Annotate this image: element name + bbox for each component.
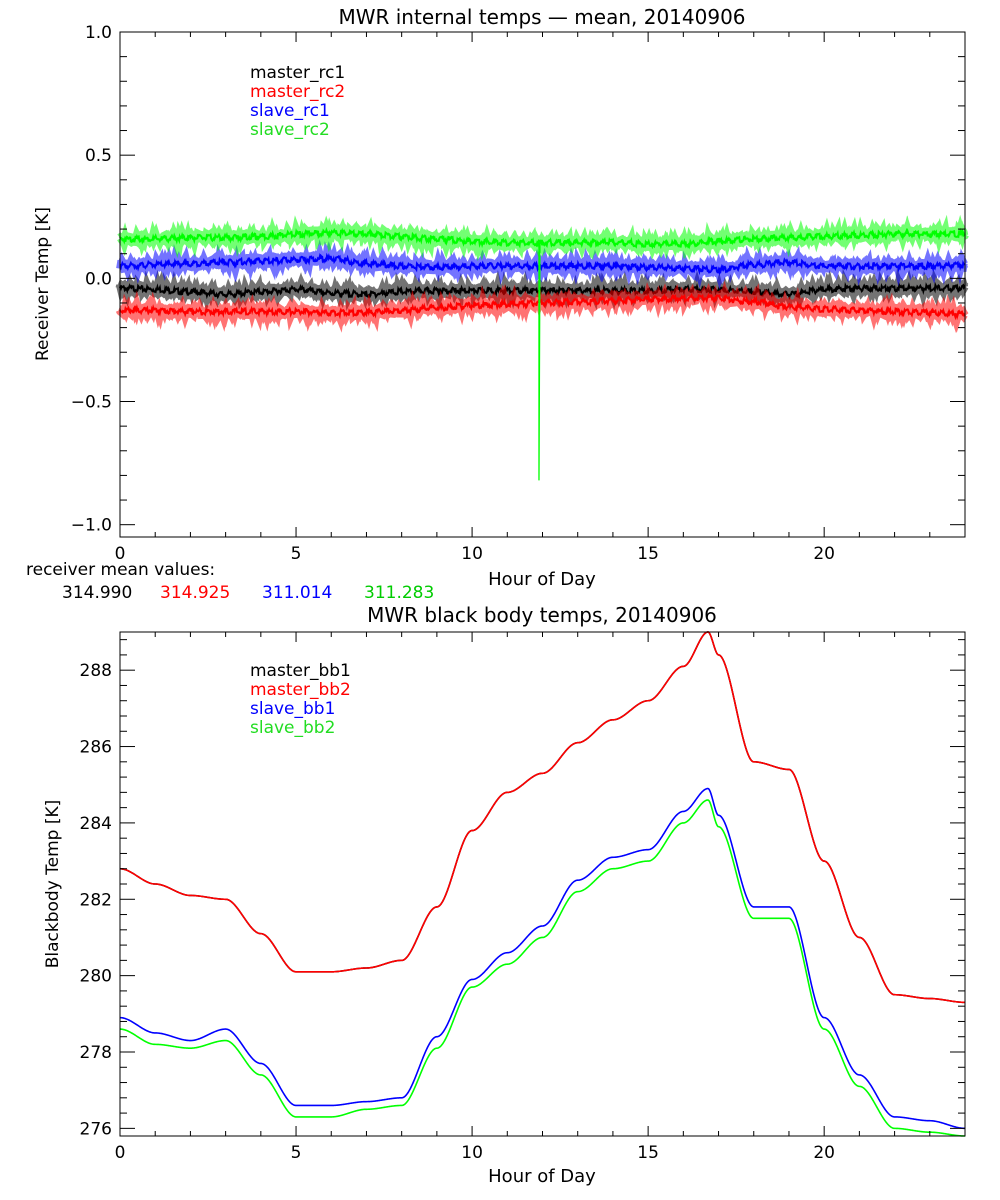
bottom-y-tick-label: 280 bbox=[80, 967, 112, 987]
bottom-x-tick-label: 15 bbox=[637, 1143, 659, 1163]
top-legend-slave-rc2: slave_rc2 bbox=[250, 120, 330, 140]
top-series-band-master-rc2 bbox=[115, 280, 969, 334]
top-chart-plot: 0 5 10 15 20 −1.0 −0.5 0.0 0.5 1.0 master_rc1maste… bbox=[71, 23, 969, 564]
bottom-legend-slave-bb1: slave_bb1 bbox=[250, 699, 335, 719]
top-y-tick-label: 1.0 bbox=[85, 23, 112, 43]
top-legend-master-rc2: master_rc2 bbox=[250, 82, 345, 102]
top-chart-title: MWR internal temps — mean, 20140906 bbox=[338, 5, 745, 29]
top-x-tick-label: 0 bbox=[115, 544, 126, 564]
bottom-plot-frame bbox=[119, 631, 966, 1137]
top-x-tick-label: 15 bbox=[637, 544, 659, 564]
bottom-legend-master-bb2: master_bb2 bbox=[250, 680, 351, 700]
bottom-series-master-bb1 bbox=[119, 631, 965, 1004]
bottom-y-tick-label: 276 bbox=[80, 1119, 112, 1139]
bottom-x-tick-label: 20 bbox=[813, 1143, 835, 1163]
receiver-mean-label: receiver mean values: bbox=[26, 560, 215, 580]
top-x-tick-label: 20 bbox=[813, 544, 835, 564]
top-y-tick-label: −1.0 bbox=[71, 516, 112, 536]
top-y-tick-label: −0.5 bbox=[71, 393, 112, 413]
top-series-band-master-rc1 bbox=[115, 268, 969, 312]
top-y-tick-label: 0.0 bbox=[85, 269, 112, 289]
bottom-x-tick-label: 5 bbox=[291, 1143, 302, 1163]
bottom-x-tick-label: 10 bbox=[461, 1143, 483, 1163]
bottom-legend-master-bb1: master_bb1 bbox=[250, 661, 351, 681]
receiver-mean-master-rc1: 314.990 bbox=[62, 583, 132, 603]
bottom-chart-plot: 0 5 10 15 20 276 278 280 282 284 286 288 master_bb1m… bbox=[80, 631, 966, 1163]
bottom-y-tick-label: 278 bbox=[80, 1043, 112, 1063]
bottom-series-slave-bb1 bbox=[119, 787, 965, 1130]
top-chart-xlabel: Hour of Day bbox=[488, 569, 596, 590]
receiver-mean-master-rc2: 314.925 bbox=[160, 583, 230, 603]
top-series-band-slave-rc1 bbox=[116, 239, 969, 290]
bottom-chart-ylabel: Blackbody Temp [K] bbox=[43, 800, 63, 969]
top-spike-slave-rc2 bbox=[538, 241, 545, 481]
bottom-series-master-bb2 bbox=[119, 631, 965, 1004]
bottom-y-tick-label: 282 bbox=[80, 890, 112, 910]
bottom-series-slave-bb2 bbox=[119, 799, 965, 1137]
bottom-legend-slave-bb2: slave_bb2 bbox=[250, 718, 335, 738]
bottom-chart-xlabel: Hour of Day bbox=[488, 1166, 596, 1187]
bottom-chart-title: MWR black body temps, 20140906 bbox=[367, 603, 717, 627]
bottom-y-tick-label: 284 bbox=[80, 814, 112, 834]
bottom-x-tick-label: 0 bbox=[115, 1143, 126, 1163]
receiver-mean-slave-rc1: 311.014 bbox=[262, 583, 332, 603]
bottom-y-tick-label: 286 bbox=[80, 738, 112, 758]
top-y-tick-label: 0.5 bbox=[85, 146, 112, 166]
receiver-mean-slave-rc2: 311.283 bbox=[364, 583, 434, 603]
top-x-tick-label: 5 bbox=[291, 544, 302, 564]
top-legend-master-rc1: master_rc1 bbox=[250, 63, 345, 83]
top-x-tick-label: 10 bbox=[461, 544, 483, 564]
bottom-y-tick-label: 288 bbox=[80, 661, 112, 681]
top-chart-ylabel: Receiver Temp [K] bbox=[33, 207, 53, 361]
top-series-band-slave-rc2 bbox=[117, 214, 969, 262]
top-legend-slave-rc1: slave_rc1 bbox=[250, 101, 330, 121]
